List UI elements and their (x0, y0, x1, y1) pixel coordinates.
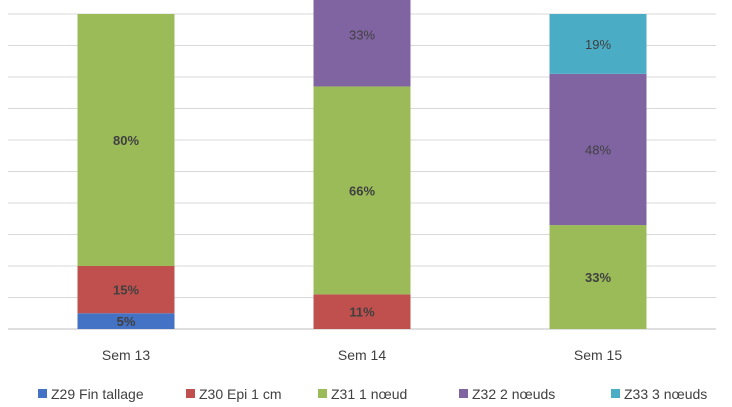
legend-swatch (186, 389, 195, 398)
legend: Z29 Fin tallage Z30 Epi 1 cm Z31 1 nœud Z32… (38, 386, 707, 402)
legend-label: Z31 1 nœud (331, 386, 407, 402)
legend-label: Z32 2 nœuds (472, 386, 555, 402)
legend-label: Z33 3 nœuds (624, 386, 707, 402)
bar-segment (549, 73, 647, 226)
legend-label: Z29 Fin tallage (51, 386, 144, 402)
data-label: 66% (349, 183, 375, 198)
x-axis-labels: Sem 13 Sem 14 Sem 15 (102, 347, 622, 363)
data-labels: 5% 15% 80% 11% 66% 33% 33% 48% 19% (113, 27, 611, 329)
bar-segment (77, 14, 175, 266)
data-label: 11% (349, 305, 375, 320)
bar-segment (549, 225, 647, 329)
bar-segment (313, 86, 411, 295)
legend-swatch (459, 389, 468, 398)
legend-swatch (318, 389, 327, 398)
bar-segment (313, 294, 411, 329)
bar-segment (313, 0, 411, 87)
x-tick-label: Sem 13 (102, 347, 150, 363)
bar-segment (549, 14, 647, 74)
legend-label: Z30 Epi 1 cm (199, 386, 281, 402)
data-label: 33% (585, 270, 611, 285)
x-tick-label: Sem 15 (574, 347, 622, 363)
data-label: 33% (349, 27, 375, 42)
legend-swatch (38, 389, 47, 398)
data-label: 19% (585, 37, 611, 52)
bar-segment (77, 313, 175, 329)
data-label: 5% (117, 314, 136, 329)
legend-swatch (611, 389, 620, 398)
x-tick-label: Sem 14 (338, 347, 386, 363)
data-label: 80% (113, 133, 139, 148)
data-label: 15% (113, 283, 139, 298)
bar-segment (77, 266, 175, 314)
bar-stacks (77, 0, 647, 329)
data-label: 48% (585, 142, 611, 157)
